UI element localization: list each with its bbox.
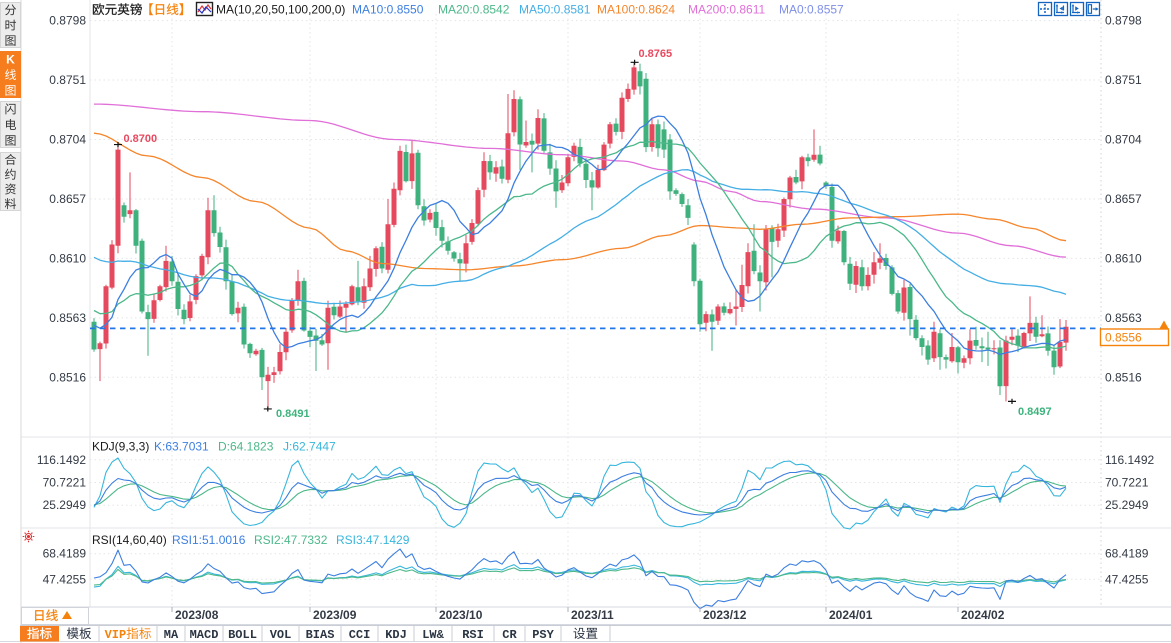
svg-text:70.7221: 70.7221 bbox=[1105, 476, 1149, 490]
svg-text:70.7221: 70.7221 bbox=[43, 476, 87, 490]
svg-text:I: I bbox=[112, 628, 119, 642]
svg-text:25.2949: 25.2949 bbox=[1105, 498, 1149, 512]
svg-text:KDJ: KDJ bbox=[385, 628, 407, 642]
svg-text:MA50:0.8581: MA50:0.8581 bbox=[519, 3, 591, 17]
svg-text:0.8563: 0.8563 bbox=[49, 311, 86, 325]
svg-text:CCI: CCI bbox=[349, 628, 371, 642]
svg-text:0.8491: 0.8491 bbox=[276, 408, 310, 420]
svg-text:116.1492: 116.1492 bbox=[1105, 453, 1154, 467]
svg-text:RSI1:51.0016: RSI1:51.0016 bbox=[172, 533, 246, 547]
svg-text:RSI: RSI bbox=[462, 628, 484, 642]
svg-text:0.8516: 0.8516 bbox=[1105, 370, 1142, 384]
svg-text:V: V bbox=[105, 628, 113, 642]
svg-text:0.8610: 0.8610 bbox=[1105, 251, 1142, 265]
svg-text:47.4255: 47.4255 bbox=[43, 572, 87, 586]
svg-text:RSI3:47.1429: RSI3:47.1429 bbox=[336, 533, 410, 547]
svg-text:68.4189: 68.4189 bbox=[43, 547, 87, 561]
svg-text:2024/02: 2024/02 bbox=[961, 608, 1005, 622]
svg-text:0.8751: 0.8751 bbox=[1105, 73, 1142, 87]
svg-text:MA20:0.8542: MA20:0.8542 bbox=[438, 3, 510, 17]
svg-text:0.8798: 0.8798 bbox=[49, 14, 86, 28]
svg-text:MA100:0.8624: MA100:0.8624 bbox=[597, 3, 675, 17]
svg-text:P: P bbox=[119, 628, 126, 642]
svg-text:0.8765: 0.8765 bbox=[639, 48, 673, 60]
svg-text:BIAS: BIAS bbox=[306, 628, 335, 642]
svg-text:MA0:0.8557: MA0:0.8557 bbox=[779, 3, 844, 17]
svg-text:0.8516: 0.8516 bbox=[49, 370, 86, 384]
svg-text:MA: MA bbox=[164, 628, 179, 642]
svg-text:2023/09: 2023/09 bbox=[313, 608, 357, 622]
svg-text:68.4189: 68.4189 bbox=[1105, 547, 1149, 561]
svg-text:25.2949: 25.2949 bbox=[43, 498, 87, 512]
svg-text:D:64.1823: D:64.1823 bbox=[218, 440, 274, 454]
svg-text:0.8700: 0.8700 bbox=[124, 133, 158, 145]
svg-text:VOL: VOL bbox=[270, 628, 292, 642]
svg-text:0.8798: 0.8798 bbox=[1105, 14, 1142, 28]
svg-text:0.8610: 0.8610 bbox=[49, 251, 86, 265]
svg-text:MACD: MACD bbox=[190, 628, 219, 642]
svg-text:LW&: LW& bbox=[422, 628, 444, 642]
svg-text:BOLL: BOLL bbox=[228, 628, 257, 642]
svg-text:116.1492: 116.1492 bbox=[37, 453, 86, 467]
svg-text:K: K bbox=[6, 52, 15, 66]
svg-text:J:62.7447: J:62.7447 bbox=[283, 440, 336, 454]
svg-text:47.4255: 47.4255 bbox=[1105, 572, 1149, 586]
svg-text:KDJ(9,3,3): KDJ(9,3,3) bbox=[92, 440, 149, 454]
svg-text:0.8556: 0.8556 bbox=[1105, 331, 1142, 345]
svg-text:2024/01: 2024/01 bbox=[829, 608, 873, 622]
svg-text:0.8704: 0.8704 bbox=[49, 133, 86, 147]
svg-text:PSY: PSY bbox=[532, 628, 554, 642]
svg-text:MA10:0.8550: MA10:0.8550 bbox=[352, 3, 424, 17]
svg-text:RSI(14,60,40): RSI(14,60,40) bbox=[92, 533, 167, 547]
svg-text:2023/08: 2023/08 bbox=[175, 608, 219, 622]
svg-text:0.8497: 0.8497 bbox=[1018, 406, 1052, 418]
svg-text:0.8657: 0.8657 bbox=[1105, 192, 1142, 206]
svg-text:K:63.7031: K:63.7031 bbox=[154, 440, 209, 454]
svg-text:CR: CR bbox=[502, 628, 517, 642]
svg-text:RSI2:47.7332: RSI2:47.7332 bbox=[254, 533, 328, 547]
svg-text:2023/12: 2023/12 bbox=[703, 608, 747, 622]
svg-text:2023/11: 2023/11 bbox=[571, 608, 614, 622]
svg-text:MA200:0.8611: MA200:0.8611 bbox=[688, 3, 765, 17]
svg-text:0.8657: 0.8657 bbox=[49, 192, 86, 206]
svg-text:0.8563: 0.8563 bbox=[1105, 311, 1142, 325]
svg-text:0.8704: 0.8704 bbox=[1105, 133, 1142, 147]
svg-text:2023/10: 2023/10 bbox=[439, 608, 483, 622]
svg-text:0.8751: 0.8751 bbox=[49, 73, 86, 87]
svg-text:MA(10,20,50,100,200,0): MA(10,20,50,100,200,0) bbox=[216, 3, 345, 17]
